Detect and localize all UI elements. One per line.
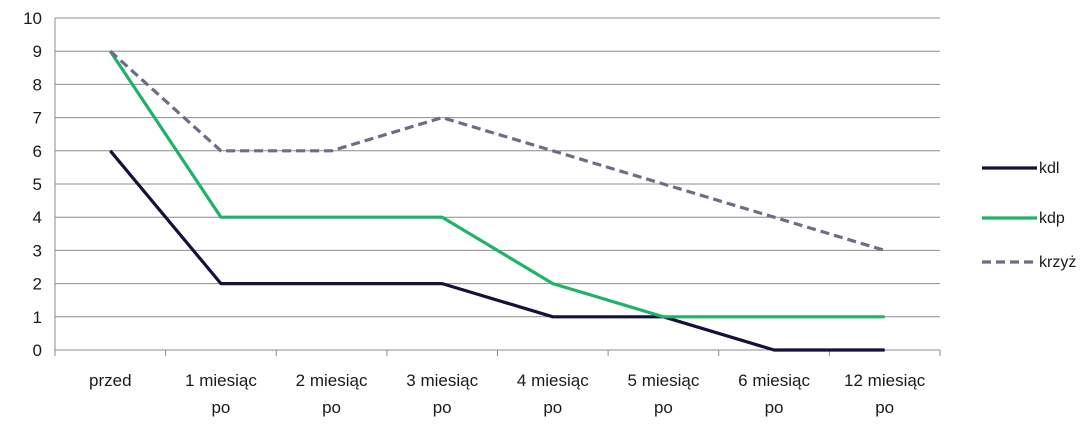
y-tick-label: 1 [33, 308, 42, 327]
x-tick-label: 2 miesiąc po [296, 371, 368, 417]
series-line-2 [109, 50, 886, 252]
x-axis [54, 18, 941, 356]
x-tick-label: 1 miesiąc po [185, 371, 257, 417]
x-tick-label-line: 1 miesiąc [185, 371, 257, 390]
y-tick-label: 8 [33, 75, 42, 94]
x-tick-label: 12 miesiąc po [844, 371, 926, 417]
y-tick-label: 3 [33, 241, 42, 260]
x-tick-labels: przed 1 miesiąc po2 miesiąc po3 miesiąc po4 … [89, 371, 926, 417]
y-tick-label: 4 [33, 208, 42, 227]
legend-label: kdl [1039, 160, 1059, 177]
x-tick-label-line: 5 miesiąc [628, 371, 700, 390]
x-tick-label-line: 12 miesiąc [844, 371, 926, 390]
legend-label: krzyż [1039, 254, 1076, 271]
legend-label: kdp [1039, 210, 1065, 227]
legend: kdl kdp krzyż [982, 160, 1076, 271]
x-tick-label-line: po [765, 398, 784, 417]
y-tick-labels: 0 1 2 3 4 5 6 7 8 9 10 [23, 9, 42, 360]
series-lines [108, 50, 886, 352]
x-tick-label: 5 miesiąc po [628, 371, 700, 417]
x-tick-label-line: po [211, 398, 230, 417]
series-line-0 [109, 149, 885, 352]
y-tick-label: 9 [33, 42, 42, 61]
y-tick-label: 10 [23, 9, 42, 28]
x-tick-label-line: po [875, 398, 894, 417]
y-tick-label: 6 [33, 142, 42, 161]
x-tick-label: 3 miesiąc po [406, 371, 478, 417]
x-tick-label-line: 3 miesiąc [406, 371, 478, 390]
x-tick-label: 4 miesiąc po [517, 371, 589, 417]
x-tick-label-line: przed [89, 371, 132, 390]
gridlines [55, 17, 940, 351]
x-tick-label-line: 4 miesiąc [517, 371, 589, 390]
x-tick-label-line: po [322, 398, 341, 417]
x-tick-label-line: po [433, 398, 452, 417]
series-line-1 [108, 50, 885, 319]
x-tick-label-line: po [543, 398, 562, 417]
x-tick-label-line: 6 miesiąc [738, 371, 810, 390]
x-tick-label: 6 miesiąc po [738, 371, 810, 417]
y-tick-label: 5 [33, 175, 42, 194]
x-tick-label-line: po [654, 398, 673, 417]
y-tick-label: 0 [33, 341, 42, 360]
x-tick-label: przed [89, 371, 132, 390]
y-tick-label: 2 [33, 275, 42, 294]
x-tick-label-line: 2 miesiąc [296, 371, 368, 390]
y-tick-label: 7 [33, 109, 42, 128]
